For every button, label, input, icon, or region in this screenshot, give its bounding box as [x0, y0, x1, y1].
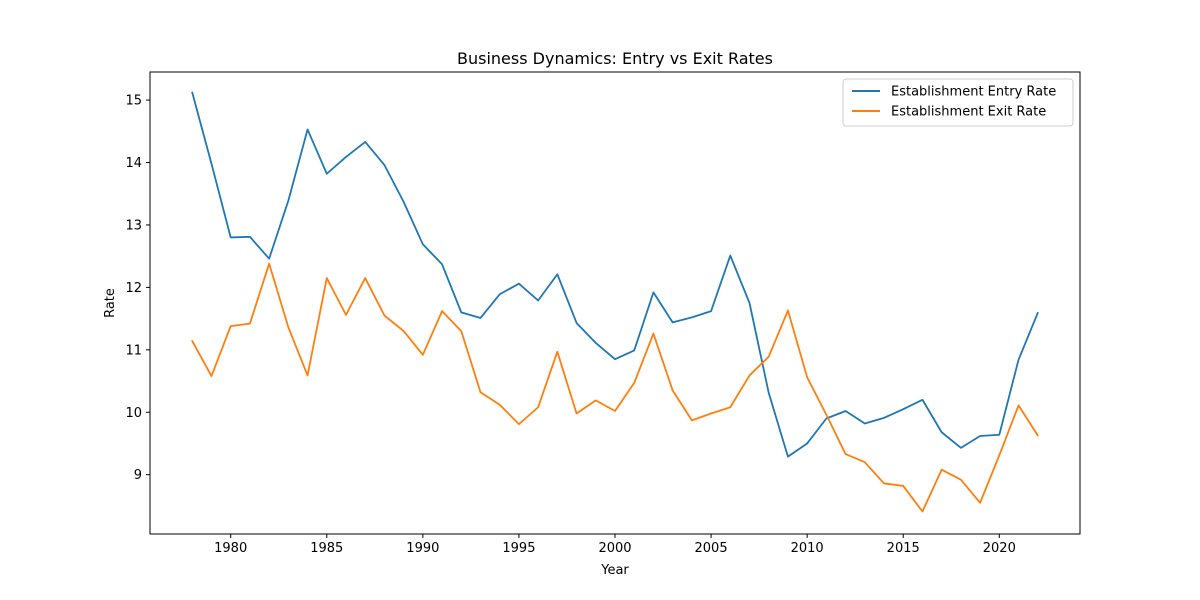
y-tick-label: 12 [125, 281, 142, 296]
x-tick-label: 1990 [406, 541, 439, 556]
series-line-exit-rate [191, 262, 1039, 513]
x-tick-label: 1985 [310, 541, 343, 556]
y-axis: 9 10 11 12 13 14 15 [125, 94, 150, 483]
y-tick-label: 10 [125, 406, 142, 421]
y-tick-label: 14 [125, 156, 142, 171]
x-tick-label: 2000 [598, 541, 631, 556]
x-tick-label: 2010 [791, 541, 824, 556]
legend-label-entry-rate: Establishment Entry Rate [891, 85, 1056, 100]
x-axis: 1980 1985 1990 1995 2000 2005 2010 2015 2020 [214, 534, 1016, 556]
series-line-entry-rate [191, 91, 1039, 458]
x-tick-label: 1980 [214, 541, 247, 556]
x-tick-label: 2020 [983, 541, 1016, 556]
x-axis-label: Year [600, 563, 629, 578]
series-layer [191, 91, 1039, 513]
x-tick-label: 1995 [502, 541, 535, 556]
x-tick-label: 2015 [887, 541, 920, 556]
y-tick-label: 15 [125, 94, 142, 109]
y-tick-label: 11 [125, 343, 142, 358]
y-axis-label: Rate [103, 288, 118, 318]
legend: Establishment Entry Rate Establishment E… [842, 78, 1074, 127]
x-tick-label: 2005 [695, 541, 728, 556]
y-tick-label: 13 [125, 218, 142, 233]
y-tick-label: 9 [134, 468, 142, 483]
chart-title: Business Dynamics: Entry vs Exit Rates [457, 49, 773, 68]
legend-label-exit-rate: Establishment Exit Rate [891, 105, 1046, 120]
legend-box [842, 78, 1074, 127]
